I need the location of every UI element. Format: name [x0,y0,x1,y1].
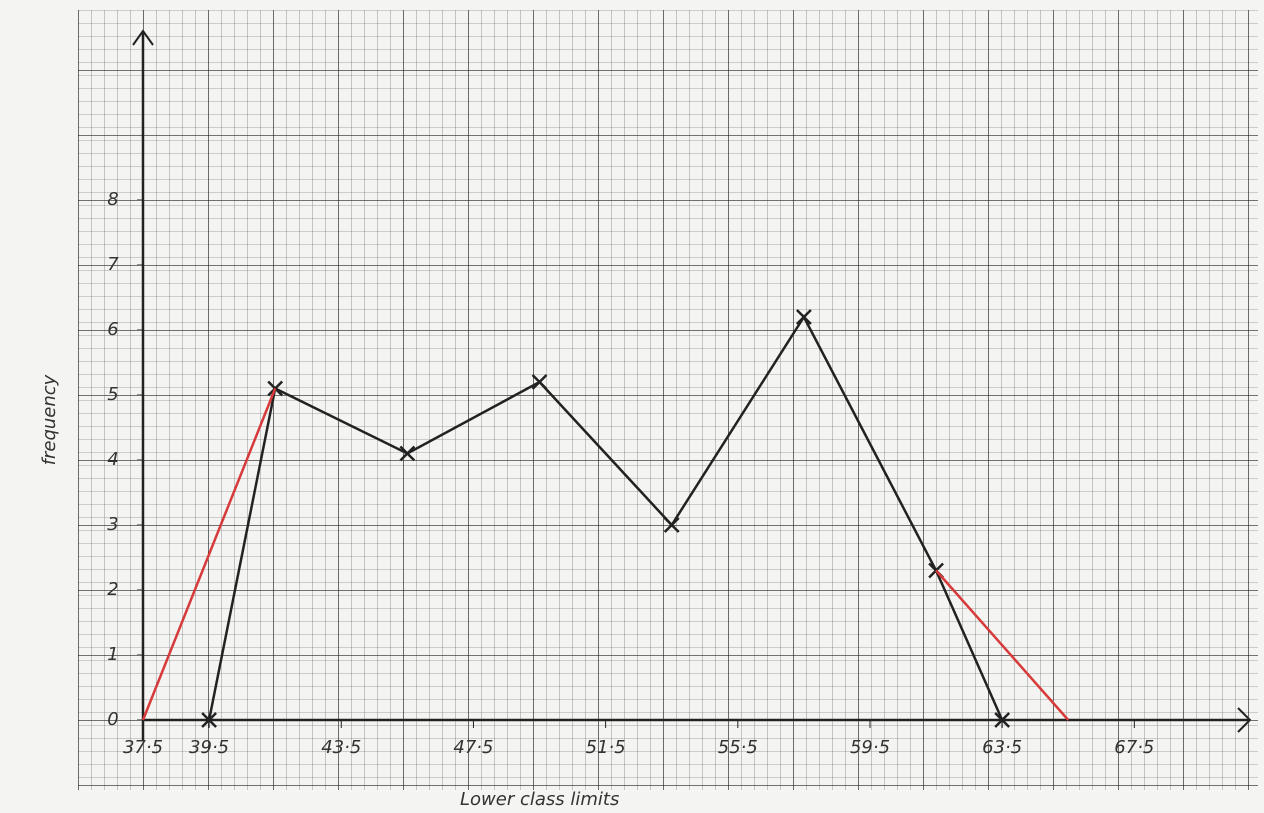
y-axis-arrow [132,29,154,46]
point-marker [663,517,680,533]
point-marker [531,374,548,390]
y-tick-label: 4 [107,449,118,470]
point-marker [399,445,416,462]
x-tick-label: 51·5 [586,737,626,758]
point-marker [201,712,217,728]
y-tick-label: 5 [107,384,118,405]
y-tick-label: 6 [107,319,118,340]
point-marker [796,309,812,325]
x-tick-label: 37·5 [123,737,163,758]
x-tick-label: 39·5 [189,737,229,758]
y-axis-label: frequency [39,374,60,465]
x-tick-label: 47·5 [453,737,493,758]
y-tick-label: 7 [107,254,119,275]
x-tick-label: 43·5 [321,737,361,758]
x-axis-label: Lower class limits [460,789,619,810]
point-marker [994,712,1011,728]
graph-paper [78,10,1258,790]
series-line [935,569,1070,721]
x-axis-arrow [1237,707,1252,733]
x-tick-label: 59·5 [850,737,890,758]
y-tick-label: 1 [107,644,118,665]
x-tick-label: 67·5 [1114,737,1154,758]
y-tick-label: 2 [107,579,118,600]
series-line [141,388,277,721]
series-line [207,314,1004,721]
y-tick-label: 8 [107,189,118,210]
x-tick-label: 63·5 [982,737,1022,758]
x-tick-label: 55·5 [718,737,758,758]
y-tick-label: 3 [107,514,118,535]
y-tick-label: 0 [107,709,118,730]
